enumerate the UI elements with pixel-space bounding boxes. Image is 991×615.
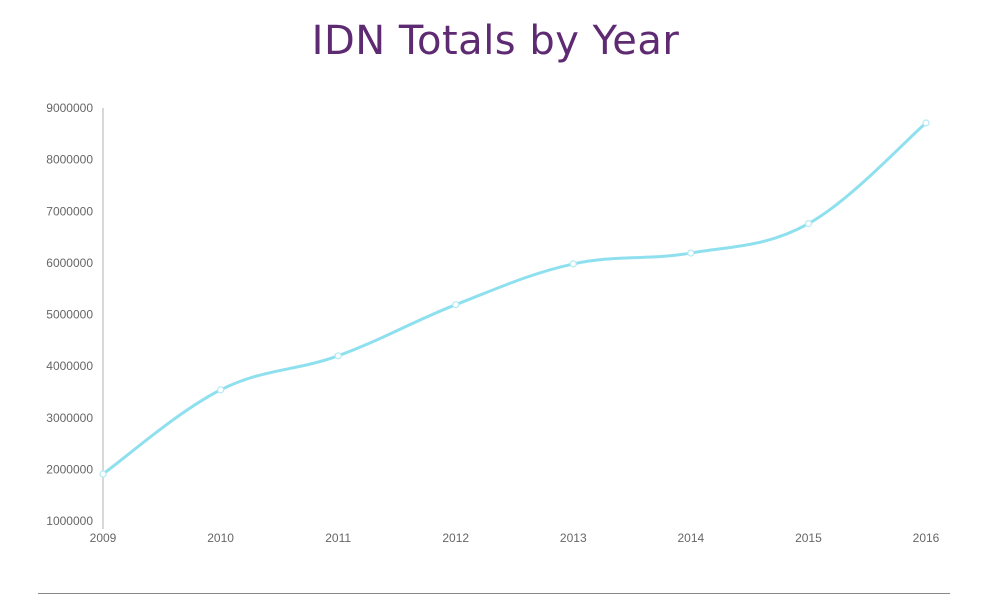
data-point [569,260,577,268]
x-tick-label: 2009 [90,531,117,545]
bottom-divider [38,593,950,594]
y-tick-label: 2000000 [46,462,93,476]
data-point [687,249,695,257]
x-tick-label: 2016 [913,531,940,545]
data-point [334,352,342,360]
x-tick-label: 2010 [207,531,234,545]
chart-title: IDN Totals by Year [311,18,680,64]
data-point [216,386,225,394]
data-point [99,470,107,478]
x-tick-label: 2014 [678,531,705,545]
data-point [452,301,460,309]
y-tick-label: 5000000 [46,308,93,322]
x-tick-label: 2012 [442,531,469,545]
series-line [101,121,928,476]
x-tick-label: 2011 [325,531,351,545]
y-tick-label: 9000000 [46,101,93,115]
data-point [922,119,930,127]
y-tick-label: 7000000 [46,204,93,218]
y-tick-label: 8000000 [46,153,93,167]
y-tick-label: 6000000 [46,256,93,270]
data-point [804,220,813,228]
y-tick-label: 4000000 [46,359,93,373]
x-tick-label: 2013 [560,531,587,545]
x-tick-label: 2015 [795,531,822,545]
y-tick-label: 3000000 [46,411,93,425]
y-tick-label: 1000000 [46,514,93,528]
